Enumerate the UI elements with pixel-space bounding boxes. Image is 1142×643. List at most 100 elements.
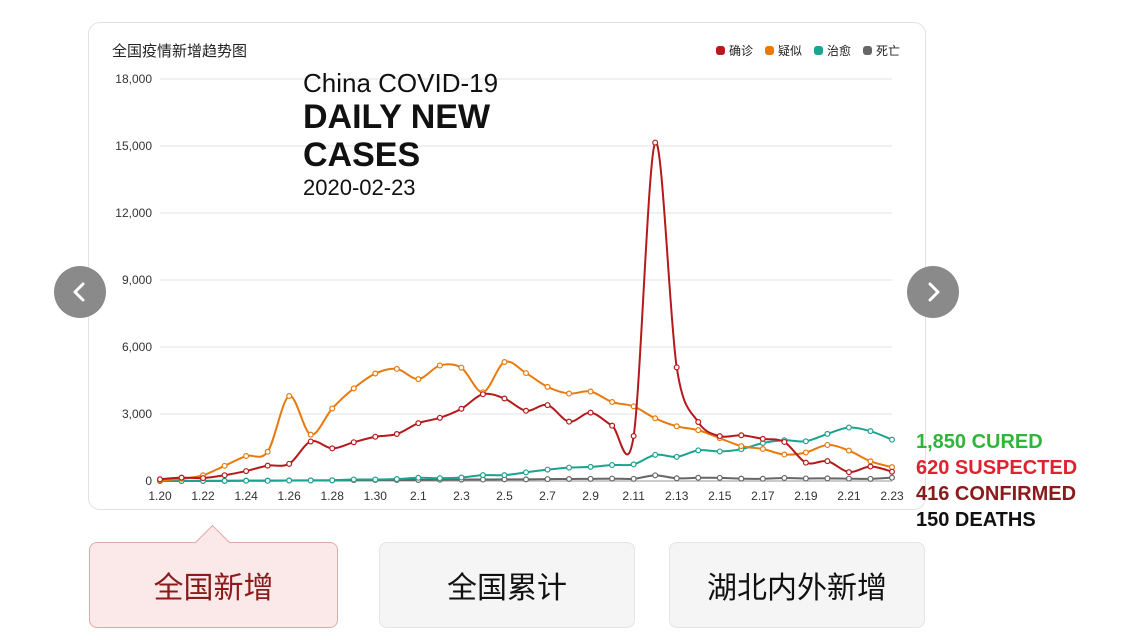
data-point[interactable] (867, 458, 874, 465)
data-point[interactable] (845, 475, 852, 482)
data-point[interactable] (888, 436, 895, 443)
data-point[interactable] (630, 432, 637, 439)
data-point[interactable] (609, 475, 616, 482)
data-point[interactable] (802, 475, 809, 482)
data-point[interactable] (759, 446, 766, 453)
data-point[interactable] (867, 463, 874, 470)
data-point[interactable] (221, 472, 228, 479)
data-point[interactable] (372, 476, 379, 483)
data-point[interactable] (458, 364, 465, 371)
data-point[interactable] (738, 475, 745, 482)
data-point[interactable] (544, 476, 551, 483)
data-point[interactable] (759, 475, 766, 482)
data-point[interactable] (415, 474, 422, 481)
data-point[interactable] (609, 399, 616, 406)
data-point[interactable] (652, 139, 659, 146)
data-point[interactable] (264, 462, 271, 469)
data-point[interactable] (350, 476, 357, 483)
data-point[interactable] (522, 476, 529, 483)
data-point[interactable] (286, 460, 293, 467)
legend-item-deaths[interactable]: 死亡 (862, 42, 900, 59)
data-point[interactable] (221, 477, 228, 484)
data-point[interactable] (458, 474, 465, 481)
data-point[interactable] (350, 385, 357, 392)
data-point[interactable] (264, 477, 271, 484)
data-point[interactable] (501, 395, 508, 402)
data-point[interactable] (307, 431, 314, 438)
data-point[interactable] (243, 453, 250, 460)
data-point[interactable] (630, 403, 637, 410)
legend-item-confirmed[interactable]: 确诊 (715, 42, 753, 59)
next-slide-button[interactable] (907, 266, 959, 318)
prev-slide-button[interactable] (54, 266, 106, 318)
data-point[interactable] (609, 422, 616, 429)
data-point[interactable] (479, 472, 486, 479)
data-point[interactable] (802, 449, 809, 456)
data-point[interactable] (652, 451, 659, 458)
data-point[interactable] (781, 474, 788, 481)
data-point[interactable] (716, 433, 723, 440)
data-point[interactable] (888, 474, 895, 481)
data-point[interactable] (544, 402, 551, 409)
data-point[interactable] (458, 405, 465, 412)
data-point[interactable] (824, 441, 831, 448)
data-point[interactable] (329, 405, 336, 412)
legend-item-suspected[interactable]: 疑似 (764, 42, 802, 59)
data-point[interactable] (501, 472, 508, 479)
data-point[interactable] (243, 477, 250, 484)
data-point[interactable] (178, 474, 185, 481)
data-point[interactable] (522, 370, 529, 377)
data-point[interactable] (286, 477, 293, 484)
data-point[interactable] (695, 447, 702, 454)
data-point[interactable] (501, 359, 508, 366)
tab-national-cumulative[interactable]: 全国累计 (379, 542, 635, 628)
data-point[interactable] (393, 476, 400, 483)
data-point[interactable] (329, 445, 336, 452)
data-point[interactable] (673, 475, 680, 482)
data-point[interactable] (845, 424, 852, 431)
data-point[interactable] (350, 439, 357, 446)
tab-national-new[interactable]: 全国新增 (89, 524, 338, 628)
data-point[interactable] (824, 430, 831, 437)
data-point[interactable] (200, 475, 207, 482)
data-point[interactable] (243, 468, 250, 475)
data-point[interactable] (738, 443, 745, 450)
data-point[interactable] (738, 432, 745, 439)
data-point[interactable] (695, 474, 702, 481)
data-point[interactable] (695, 419, 702, 426)
data-point[interactable] (888, 468, 895, 475)
data-point[interactable] (673, 453, 680, 460)
data-point[interactable] (867, 428, 874, 435)
data-point[interactable] (372, 370, 379, 377)
data-point[interactable] (372, 433, 379, 440)
data-point[interactable] (436, 362, 443, 369)
tab-hubei-new[interactable]: 湖北内外新增 (669, 542, 925, 628)
data-point[interactable] (802, 459, 809, 466)
data-point[interactable] (544, 466, 551, 473)
data-point[interactable] (652, 472, 659, 479)
data-point[interactable] (716, 448, 723, 455)
data-point[interactable] (307, 477, 314, 484)
data-point[interactable] (566, 476, 573, 483)
data-point[interactable] (716, 474, 723, 481)
data-point[interactable] (393, 431, 400, 438)
data-point[interactable] (587, 409, 594, 416)
data-point[interactable] (845, 469, 852, 476)
data-point[interactable] (695, 427, 702, 434)
data-point[interactable] (867, 475, 874, 482)
data-point[interactable] (587, 388, 594, 395)
data-point[interactable] (264, 448, 271, 455)
data-point[interactable] (415, 420, 422, 427)
data-point[interactable] (415, 376, 422, 383)
data-point[interactable] (436, 414, 443, 421)
data-point[interactable] (566, 464, 573, 471)
data-point[interactable] (845, 447, 852, 454)
data-point[interactable] (802, 438, 809, 445)
data-point[interactable] (479, 391, 486, 398)
data-point[interactable] (157, 476, 164, 483)
data-point[interactable] (759, 435, 766, 442)
legend-item-cured[interactable]: 治愈 (813, 42, 851, 59)
data-point[interactable] (652, 415, 659, 422)
data-point[interactable] (307, 438, 314, 445)
data-point[interactable] (587, 475, 594, 482)
